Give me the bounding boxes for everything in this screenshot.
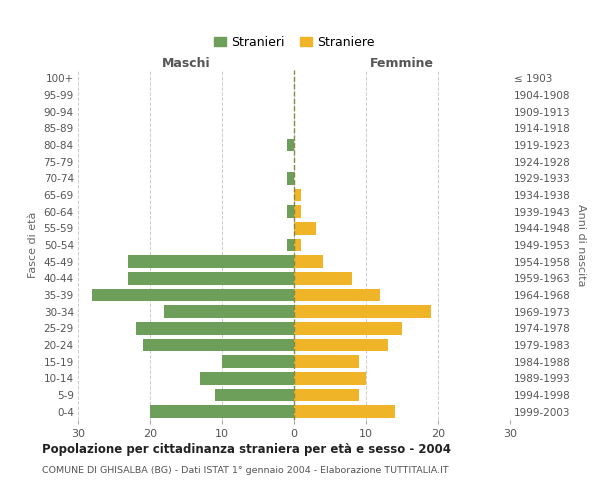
Bar [287, 206, 294, 218]
Bar [128, 256, 294, 268]
Bar [294, 239, 301, 251]
Bar [294, 289, 380, 301]
Bar [294, 372, 366, 384]
Bar [136, 322, 294, 334]
Bar [294, 222, 316, 234]
Bar [287, 138, 294, 151]
Y-axis label: Fasce di età: Fasce di età [28, 212, 38, 278]
Bar [294, 406, 395, 418]
Bar [294, 272, 352, 284]
Bar [287, 239, 294, 251]
Bar [128, 272, 294, 284]
Bar [150, 406, 294, 418]
Bar [294, 356, 359, 368]
Bar [287, 172, 294, 184]
Legend: Stranieri, Straniere: Stranieri, Straniere [209, 31, 380, 54]
Bar [215, 389, 294, 401]
Bar [294, 206, 301, 218]
Text: Femmine: Femmine [370, 57, 434, 70]
Y-axis label: Anni di nascita: Anni di nascita [577, 204, 586, 286]
Bar [294, 306, 431, 318]
Bar [294, 188, 301, 201]
Text: Popolazione per cittadinanza straniera per età e sesso - 2004: Popolazione per cittadinanza straniera p… [42, 442, 451, 456]
Bar [294, 389, 359, 401]
Bar [294, 322, 402, 334]
Bar [294, 339, 388, 351]
Bar [164, 306, 294, 318]
Bar [294, 256, 323, 268]
Bar [222, 356, 294, 368]
Bar [143, 339, 294, 351]
Bar [92, 289, 294, 301]
Text: Maschi: Maschi [161, 57, 211, 70]
Bar [200, 372, 294, 384]
Text: COMUNE DI GHISALBA (BG) - Dati ISTAT 1° gennaio 2004 - Elaborazione TUTTITALIA.I: COMUNE DI GHISALBA (BG) - Dati ISTAT 1° … [42, 466, 449, 475]
